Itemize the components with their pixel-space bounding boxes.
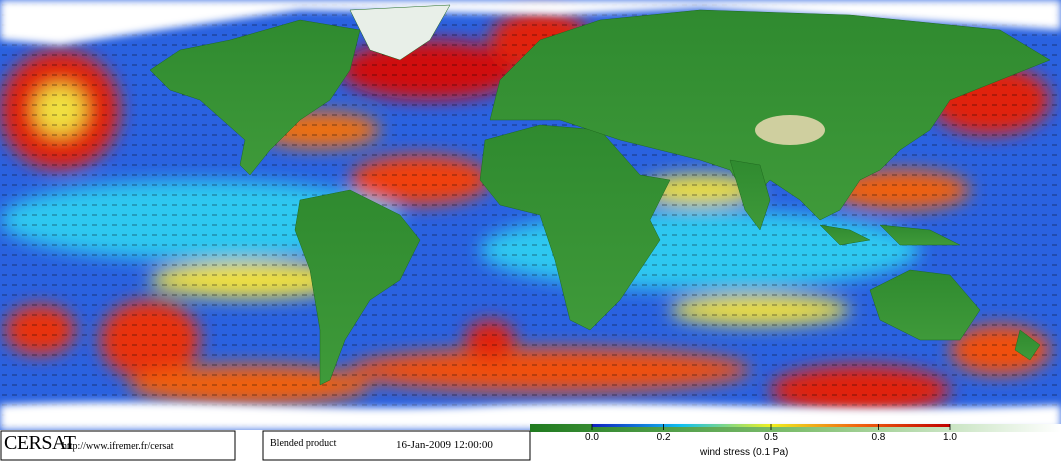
- greenland: [349, 4, 451, 61]
- colorbar-tick-label: 0.0: [585, 432, 599, 443]
- tibet: [755, 115, 825, 145]
- islands: [819, 224, 871, 246]
- ice: [0, 0, 1061, 430]
- south-america: [294, 189, 421, 386]
- product-box: [262, 430, 531, 461]
- colorbar-tick-label: 0.2: [657, 432, 671, 443]
- url-box: [0, 430, 236, 461]
- australia: [869, 269, 981, 341]
- new-guinea: [879, 224, 961, 246]
- url: http://www.ifremer.fr/cersat: [62, 441, 174, 452]
- north-america: [149, 19, 361, 176]
- africa: [479, 124, 671, 331]
- colorbar-label: wind stress (0.1 Pa): [699, 447, 788, 458]
- timestamp: 16-Jan-2009 12:00:00: [396, 439, 493, 451]
- colorbar-tick-label: 0.5: [764, 432, 778, 443]
- eurasia: [489, 9, 1051, 221]
- new-zealand: [1014, 329, 1041, 361]
- colorbar-tick-label: 0.8: [871, 432, 885, 443]
- land: [149, 4, 1051, 386]
- product: Blended product: [270, 438, 337, 449]
- logo: CERSAT: [4, 432, 76, 454]
- india: [729, 159, 771, 231]
- colorbar-tick-label: 1.0: [943, 432, 957, 443]
- land-scale: [530, 424, 1061, 432]
